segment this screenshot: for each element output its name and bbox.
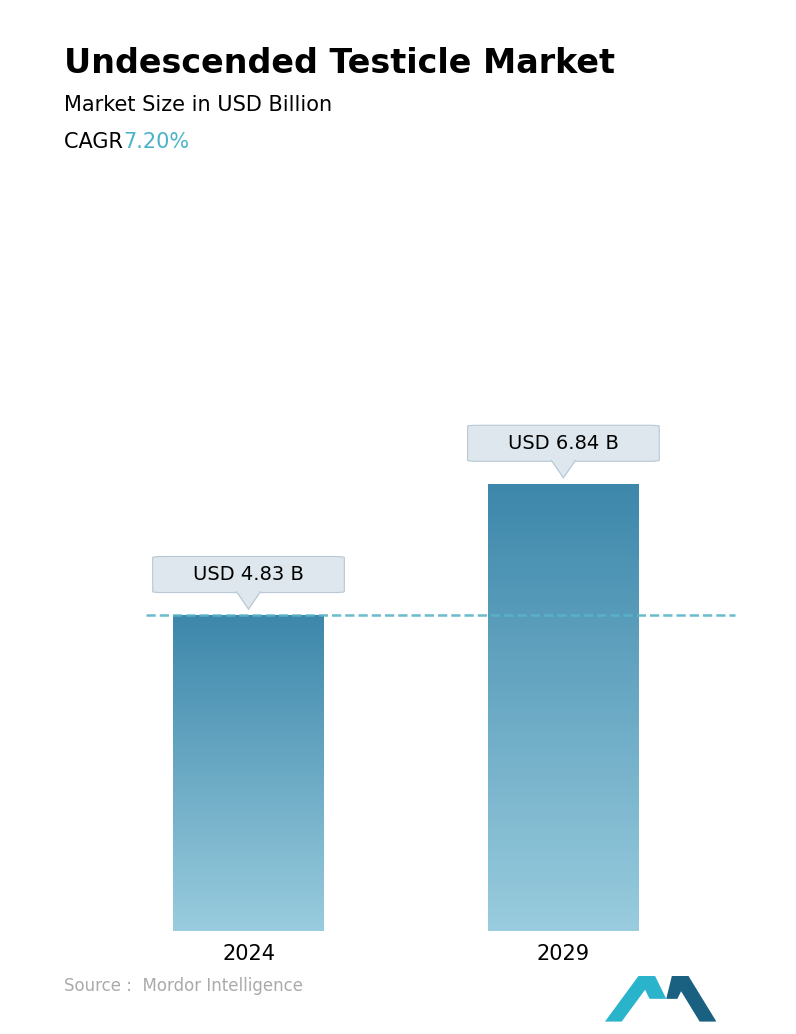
Polygon shape — [552, 460, 576, 478]
Polygon shape — [638, 976, 666, 999]
Text: USD 6.84 B: USD 6.84 B — [508, 434, 618, 453]
Text: 7.20%: 7.20% — [123, 132, 189, 152]
Text: USD 4.83 B: USD 4.83 B — [193, 565, 304, 584]
Polygon shape — [236, 591, 260, 609]
Text: Market Size in USD Billion: Market Size in USD Billion — [64, 95, 332, 115]
Text: Undescended Testicle Market: Undescended Testicle Market — [64, 47, 615, 80]
Polygon shape — [672, 976, 716, 1022]
FancyBboxPatch shape — [467, 425, 659, 461]
Text: CAGR: CAGR — [64, 132, 129, 152]
FancyBboxPatch shape — [153, 556, 345, 592]
Text: Source :  Mordor Intelligence: Source : Mordor Intelligence — [64, 977, 302, 995]
Polygon shape — [605, 976, 655, 1022]
Polygon shape — [666, 976, 689, 999]
